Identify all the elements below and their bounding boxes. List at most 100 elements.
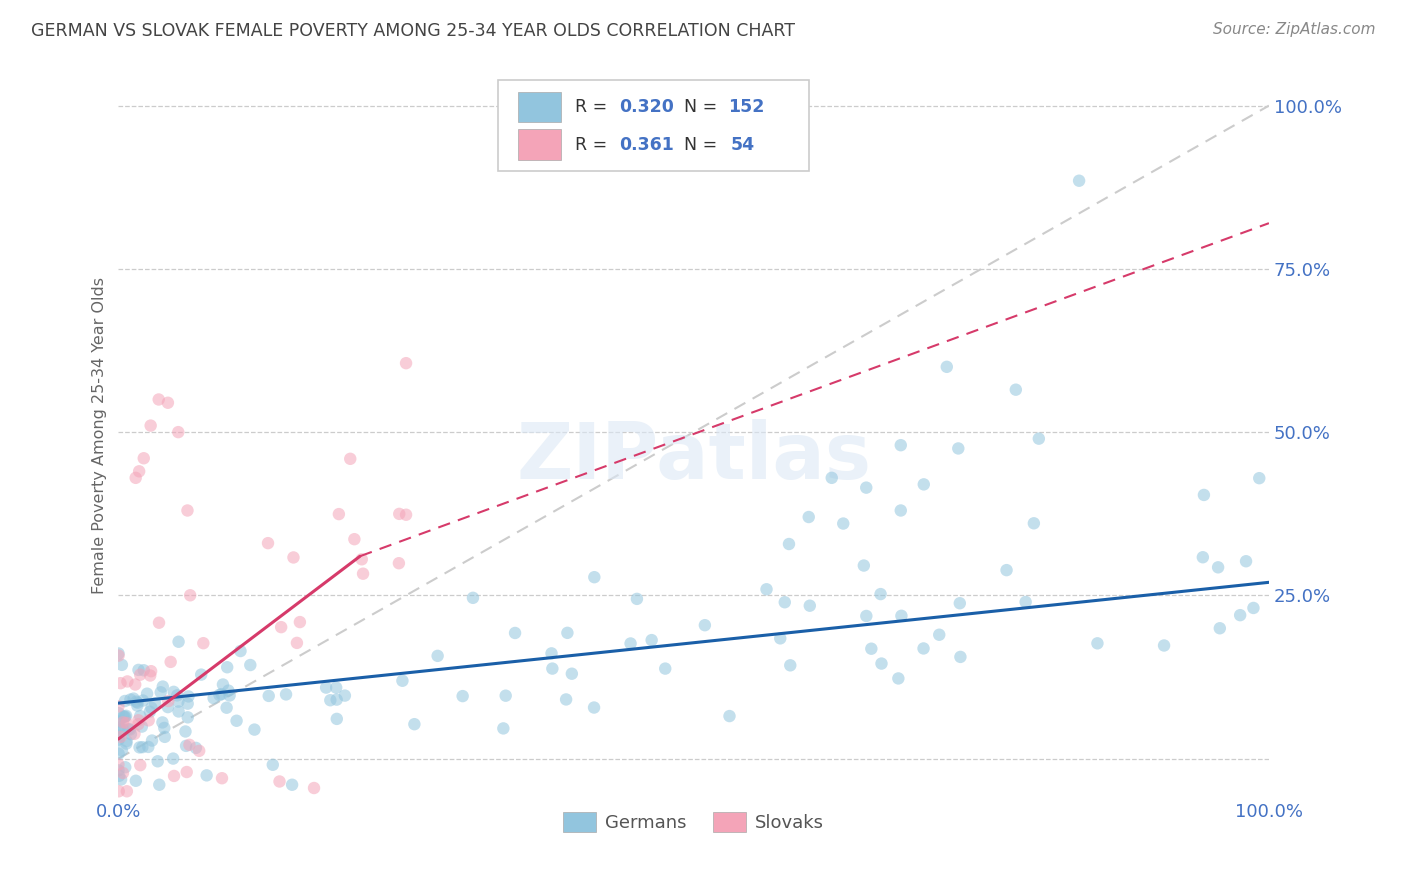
Point	[1229, 608, 1251, 623]
Point	[217, 683, 239, 698]
Point	[148, 392, 170, 407]
Point	[124, 677, 146, 691]
Point	[132, 451, 155, 466]
Point	[114, 760, 136, 774]
Point	[138, 714, 160, 728]
Point	[176, 697, 198, 711]
Point	[391, 673, 413, 688]
Point	[139, 418, 162, 433]
Point	[1153, 639, 1175, 653]
FancyBboxPatch shape	[517, 92, 561, 122]
Point	[557, 625, 579, 640]
Point	[718, 709, 741, 723]
Point	[302, 780, 325, 795]
Point	[949, 649, 972, 664]
Point	[797, 510, 820, 524]
Point	[107, 764, 129, 778]
Point	[225, 714, 247, 728]
Text: ZIPatlas: ZIPatlas	[516, 419, 872, 495]
Point	[257, 536, 280, 550]
Point	[257, 689, 280, 703]
Point	[163, 769, 186, 783]
Point	[156, 700, 179, 714]
Point	[141, 701, 163, 715]
Point	[120, 692, 142, 706]
Point	[315, 681, 337, 695]
Point	[141, 733, 163, 747]
Point	[328, 507, 350, 521]
Point	[395, 508, 418, 522]
Point	[184, 740, 207, 755]
Point	[325, 681, 347, 695]
Point	[1014, 595, 1036, 609]
Point	[870, 657, 893, 671]
Point	[215, 700, 238, 714]
Point	[108, 714, 131, 729]
Point	[167, 634, 190, 648]
Point	[124, 727, 146, 741]
Point	[115, 784, 138, 798]
Point	[229, 644, 252, 658]
Point	[107, 732, 129, 747]
Point	[426, 648, 449, 663]
Point	[131, 740, 153, 755]
Point	[107, 784, 129, 798]
Point	[129, 709, 152, 723]
Text: GERMAN VS SLOVAK FEMALE POVERTY AMONG 25-34 YEAR OLDS CORRELATION CHART: GERMAN VS SLOVAK FEMALE POVERTY AMONG 25…	[31, 22, 794, 40]
Point	[114, 694, 136, 708]
Text: 0.361: 0.361	[619, 136, 673, 153]
Point	[157, 694, 180, 708]
Point	[122, 691, 145, 706]
Point	[495, 689, 517, 703]
Text: N =: N =	[685, 98, 723, 116]
Point	[108, 769, 131, 783]
Point	[208, 688, 231, 702]
Point	[110, 772, 132, 787]
Point	[131, 720, 153, 734]
Point	[451, 689, 474, 703]
Point	[153, 730, 176, 744]
Point	[107, 647, 129, 661]
Point	[148, 778, 170, 792]
Point	[125, 471, 148, 485]
Point	[193, 636, 215, 650]
Point	[153, 721, 176, 735]
Point	[281, 778, 304, 792]
Text: R =: R =	[575, 98, 613, 116]
Point	[177, 710, 200, 724]
Point	[190, 667, 212, 681]
Point	[212, 677, 235, 691]
Point	[1087, 636, 1109, 650]
Point	[855, 481, 877, 495]
Point	[107, 648, 129, 663]
Point	[177, 690, 200, 704]
Point	[132, 693, 155, 707]
Point	[120, 723, 142, 737]
Point	[117, 723, 139, 737]
Point	[395, 356, 418, 370]
Point	[146, 754, 169, 768]
Point	[860, 641, 883, 656]
Point	[239, 658, 262, 673]
Point	[110, 730, 132, 744]
Point	[152, 715, 174, 730]
Point	[821, 471, 844, 485]
Point	[912, 641, 935, 656]
Point	[107, 720, 129, 734]
Point	[949, 596, 972, 610]
Point	[179, 588, 201, 602]
Point	[174, 724, 197, 739]
Point	[285, 636, 308, 650]
Point	[274, 687, 297, 701]
Point	[167, 705, 190, 719]
Point	[139, 664, 162, 678]
Point	[890, 438, 912, 452]
Text: 54: 54	[731, 136, 755, 153]
Point	[149, 685, 172, 699]
Point	[176, 764, 198, 779]
Point	[270, 620, 292, 634]
Point	[128, 740, 150, 755]
Point	[167, 425, 190, 439]
Point	[262, 757, 284, 772]
Point	[541, 662, 564, 676]
